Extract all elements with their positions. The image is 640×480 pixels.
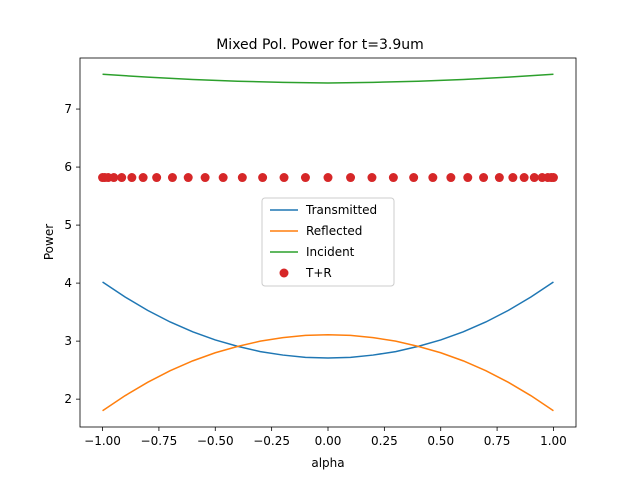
plot-area <box>98 73 558 412</box>
x-axis: −1.00 −0.75 −0.50 −0.25 0.00 0.25 0.50 0.75 1.00 <box>84 427 567 448</box>
y-tick-label: 5 <box>64 218 72 232</box>
x-tick-label: −1.00 <box>84 434 121 448</box>
scatter-point <box>258 173 268 183</box>
x-tick-label: −0.25 <box>253 434 290 448</box>
scatter-point <box>519 173 529 183</box>
scatter-point <box>508 173 518 183</box>
y-tick-label: 6 <box>64 160 72 174</box>
y-axis-label: Power <box>42 224 56 260</box>
y-axis: 2 3 4 5 6 7 <box>64 102 80 406</box>
x-axis-label: alpha <box>311 456 344 470</box>
legend-box <box>261 197 395 287</box>
scatter-point <box>323 173 333 183</box>
scatter-point <box>494 173 504 183</box>
chart-title: Mixed Pol. Power for t=3.9um <box>216 37 424 53</box>
legend-label: Transmitted <box>305 203 377 217</box>
scatter-point <box>529 173 539 183</box>
legend-label: Reflected <box>306 224 362 238</box>
scatter-point <box>109 173 119 183</box>
series-line-transmitted <box>102 281 554 359</box>
scatter-point <box>300 173 310 183</box>
legend-label: Incident <box>306 245 355 259</box>
legend-swatch <box>279 268 289 278</box>
x-tick-label: 0.75 <box>484 434 511 448</box>
series-line-incident <box>102 73 554 84</box>
scatter-point <box>117 173 127 183</box>
scatter-point <box>167 173 177 183</box>
scatter-point <box>200 173 210 183</box>
scatter-point <box>279 173 289 183</box>
scatter-point <box>127 173 137 183</box>
y-tick-label: 4 <box>64 276 72 290</box>
scatter-point <box>346 173 356 183</box>
scatter-point <box>152 173 162 183</box>
legend-label: T+R <box>305 266 332 280</box>
y-tick-label: 7 <box>64 102 72 116</box>
scatter-point <box>367 173 377 183</box>
x-tick-label: −0.75 <box>141 434 178 448</box>
scatter-point <box>388 173 398 183</box>
legend: Transmitted Reflected Incident T+R <box>261 197 395 287</box>
x-tick-label: −0.50 <box>197 434 234 448</box>
scatter-point <box>409 173 419 183</box>
x-tick-label: 1.00 <box>540 434 567 448</box>
x-tick-label: 0.25 <box>371 434 398 448</box>
scatter-point <box>446 173 456 183</box>
series-line-reflected <box>102 333 554 412</box>
scatter-point <box>428 173 438 183</box>
scatter-point <box>183 173 193 183</box>
scatter-point <box>237 173 247 183</box>
scatter-point <box>548 173 558 183</box>
y-tick-label: 2 <box>64 392 72 406</box>
y-tick-label: 3 <box>64 334 72 348</box>
x-tick-label: 0.50 <box>427 434 454 448</box>
scatter-point <box>479 173 489 183</box>
scatter-point <box>218 173 228 183</box>
scatter-point <box>463 173 473 183</box>
x-tick-label: 0.00 <box>315 434 342 448</box>
scatter-point <box>138 173 148 183</box>
